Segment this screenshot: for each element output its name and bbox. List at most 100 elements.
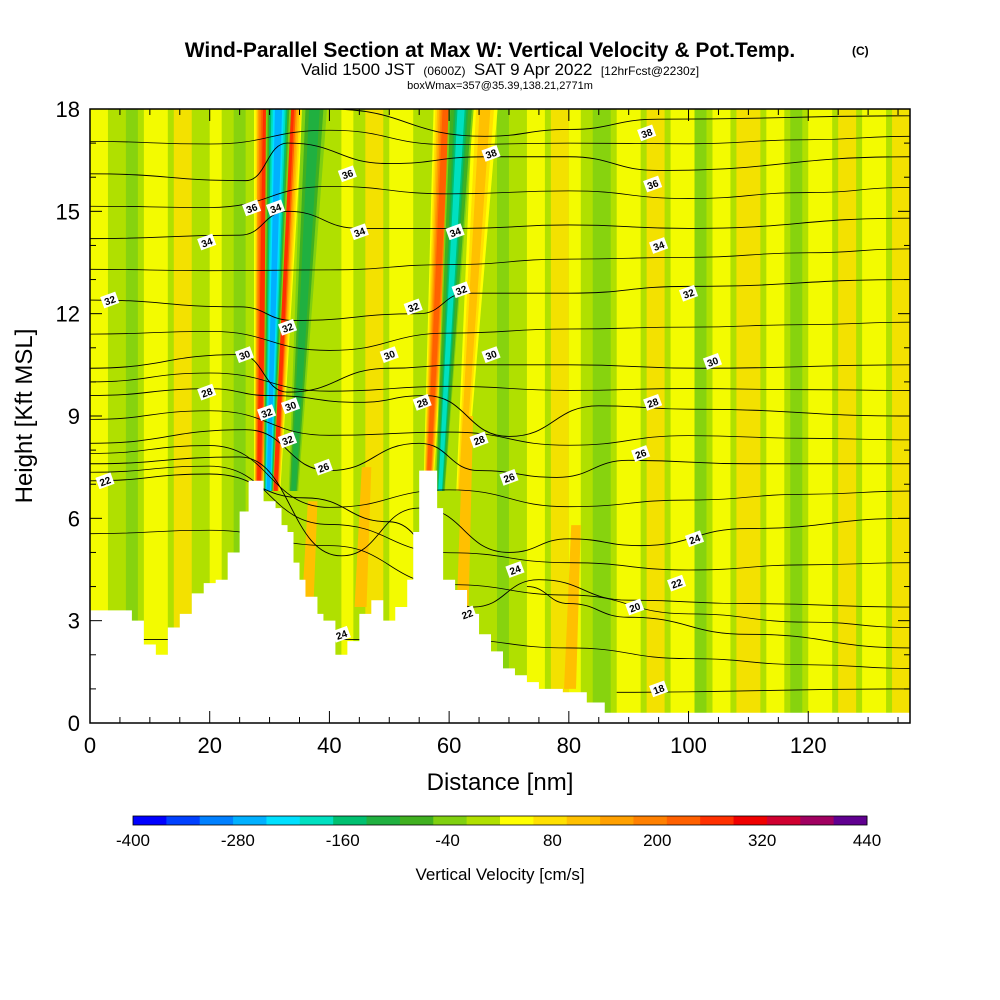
field-band-2 [143,109,168,723]
isentrope-24 [90,456,910,557]
y-tick-label-9: 9 [68,404,80,429]
field-band-15 [646,109,665,723]
contour-label-box-14 [277,318,298,336]
colorbar-label-2: -160 [326,831,360,850]
colorbar-swatch-16 [666,816,701,825]
lee-streak-1 [354,467,372,608]
contour-label-text-15: 30 [238,349,253,363]
isentrope-26 [90,429,910,478]
field-band-8 [389,109,414,723]
field-band-7 [365,109,384,723]
field-band-19 [736,109,761,723]
contour-label-text-14: 32 [281,322,296,336]
field-band-6 [341,109,354,723]
y-tick-label-15: 15 [56,199,80,224]
contour-label-box-15 [234,346,254,363]
contour-label-26: 26 [631,445,651,462]
subtitle-forecast: [12hrFcst@2230z] [601,64,699,78]
isentrope-minor-1 [90,529,910,628]
contour-label-20: 28 [412,393,432,411]
contour-label-text-32: 22 [670,577,685,591]
contour-label-1: 38 [481,144,501,162]
x-tick-label-40: 40 [317,733,341,758]
contour-label-box-22 [256,404,277,421]
field-band-4 [209,109,222,723]
contour-label-text-18: 30 [706,356,721,370]
field-band-3 [173,109,192,723]
contour-label-22: 32 [256,404,277,421]
subtitle-date: SAT 9 Apr 2022 [474,60,592,79]
field-band-13 [592,109,611,723]
contour-label-30: 24 [684,530,705,547]
colorbar-swatch-14 [600,816,634,825]
contour-label-3: 36 [643,175,663,193]
contour-label-box-19 [197,383,217,401]
colorbar-label-7: 440 [853,831,881,850]
contour-label-box-7 [349,223,369,241]
plot-area: 38 38 36 36 36 34 34 34 34 34 32 32 32 32 32 30 30 30 30 28… [90,109,910,723]
contour-label-box-33 [625,598,645,616]
contour-label-box-21 [643,393,663,411]
isentrope-36 [90,142,910,182]
contour-label-box-9 [649,237,669,254]
contour-label-25: 28 [469,431,489,448]
contour-label-text-33: 20 [628,601,643,615]
contour-label-text-17: 30 [484,349,499,363]
updraft-3-band-1 [459,109,489,492]
contour-label-text-28: 26 [502,472,517,486]
contour-label-text-6: 34 [200,236,215,250]
contour-label-21: 28 [643,393,663,411]
colorbar-swatch-18 [733,816,768,825]
contour-label-11: 32 [451,281,471,298]
contour-label-box-26 [631,445,651,462]
contour-label-text-22: 32 [260,407,275,421]
contour-label-box-35 [331,625,351,643]
colorbar-label-3: -40 [435,831,460,850]
contour-label-18: 30 [702,353,723,370]
contour-label-text-2: 36 [341,168,356,182]
field-band-12 [568,109,581,723]
contour-label-text-11: 32 [454,284,469,298]
colorbar-swatch-5 [299,816,334,825]
colorbar-swatch-17 [700,816,735,825]
y-tick-label-12: 12 [56,302,80,327]
contour-label-23: 30 [280,397,301,414]
contour-label-7: 34 [349,223,369,241]
contour-label-text-20: 28 [416,397,431,411]
contour-label-15: 30 [234,346,254,363]
contour-label-text-19: 28 [200,386,215,400]
isentrope-28 [90,388,910,437]
contour-label-27: 26 [313,458,334,476]
contour-label-text-24: 32 [281,434,296,448]
colorbar-label-6: 320 [748,831,776,850]
contour-label-9: 34 [649,237,669,254]
isentrope-32 [90,279,910,321]
x-axis-title: Distance [nm] [427,769,574,796]
isentrope-minor-4 [90,410,910,446]
contour-label-box-27 [313,458,334,476]
colorbar-swatch-0 [133,816,167,825]
colorbar-title: Vertical Velocity [cm/s] [415,865,584,884]
contour-label-text-5: 34 [269,202,284,216]
contour-label-17: 30 [481,346,501,363]
contour-label-text-13: 32 [682,287,697,301]
contour-label-text-30: 24 [688,533,703,547]
contour-label-box-3 [643,175,663,193]
colorbar-label-4: 80 [543,831,562,850]
isentrope-minor-8 [90,186,910,208]
contour-label-2: 36 [337,165,357,182]
x-tick-label-20: 20 [197,733,221,758]
colorbar [132,815,868,826]
contour-label-box-17 [481,346,501,363]
contour-label-text-26: 26 [634,448,649,462]
contour-label-box-20 [412,393,432,411]
x-axis: 0 20 40 60 80 100 120 [84,109,899,758]
isentrope-minor-7 [90,248,910,272]
contour-label-box-4 [242,199,262,217]
isentrope-minor-3 [90,445,910,508]
colorbar-swatch-4 [266,816,301,825]
contour-label-box-8 [445,223,465,241]
contour-label-16: 30 [379,346,399,363]
